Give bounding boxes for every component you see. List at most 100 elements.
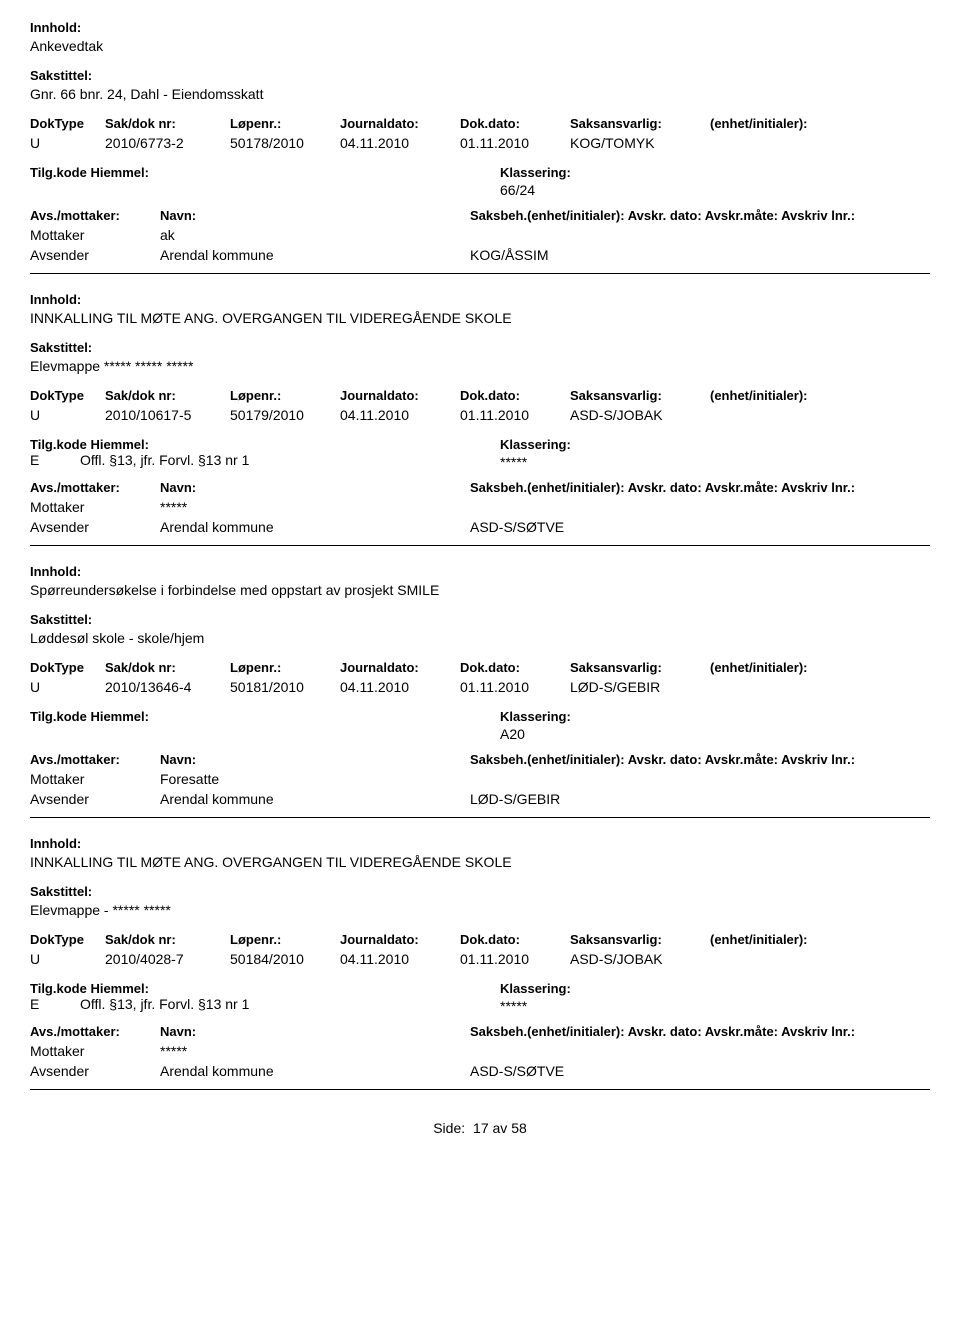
jdato-value: 04.11.2010 — [340, 951, 460, 967]
record-divider — [30, 817, 930, 818]
footer-av-label: av — [493, 1120, 508, 1136]
avsender-saksbeh: KOG/ÅSSIM — [470, 247, 930, 263]
klassering-value: 66/24 — [500, 182, 571, 198]
saksbeh-label: Saksbeh.(enhet/initialer): Avskr. dato: … — [470, 1024, 930, 1039]
mottaker-saksbeh — [470, 771, 930, 787]
hjemmel-block: Tilg.kode Hiemmel:EOffl. §13, jfr. Forvl… — [30, 437, 500, 470]
lopenr-value: 50178/2010 — [230, 135, 340, 151]
hjemmel-label: Hiemmel: — [90, 981, 149, 996]
hjemmel-block: Tilg.kode Hiemmel: — [30, 709, 500, 742]
navn-label: Navn: — [160, 208, 470, 223]
mottaker-navn: Foresatte — [160, 771, 470, 787]
klassering-block: Klassering: ***** — [500, 437, 571, 470]
avsender-label: Avsender — [30, 1063, 160, 1079]
col-dokdato-header: Dok.dato: — [460, 388, 570, 403]
klassering-label: Klassering: — [500, 437, 571, 452]
sakstittel-value: Gnr. 66 bnr. 24, Dahl - Eiendomsskatt — [30, 86, 930, 102]
innhold-value: INNKALLING TIL MØTE ANG. OVERGANGEN TIL … — [30, 854, 930, 870]
klassering-label: Klassering: — [500, 165, 571, 180]
saknr-value: 2010/13646-4 — [105, 679, 230, 695]
avsender-row: AvsenderArendal kommuneASD-S/SØTVE — [30, 1063, 930, 1079]
doktype-value: U — [30, 679, 105, 695]
col-enhet-header: (enhet/initialer): — [710, 660, 870, 675]
innhold-label: Innhold: — [30, 292, 930, 307]
doktype-value: U — [30, 407, 105, 423]
col-jdato-header: Journaldato: — [340, 932, 460, 947]
hjemmel-klassering-row: Tilg.kode Hiemmel:Klassering:A20 — [30, 709, 930, 742]
lopenr-value: 50181/2010 — [230, 679, 340, 695]
innhold-label: Innhold: — [30, 20, 930, 35]
party-header-row: Avs./mottaker:Navn:Saksbeh.(enhet/initia… — [30, 1024, 930, 1039]
journal-record: Innhold: Spørreundersøkelse i forbindelse… — [30, 564, 930, 818]
hjemmel-klassering-row: Tilg.kode Hiemmel:EOffl. §13, jfr. Forvl… — [30, 981, 930, 1014]
col-dokdato-header: Dok.dato: — [460, 932, 570, 947]
column-header-row: DokTypeSak/dok nr:Løpenr.:Journaldato:Do… — [30, 116, 930, 131]
col-jdato-header: Journaldato: — [340, 388, 460, 403]
saksansv-value: ASD-S/JOBAK — [570, 951, 710, 967]
hjemmel-label: Hiemmel: — [90, 165, 149, 180]
col-jdato-header: Journaldato: — [340, 660, 460, 675]
doktype-value: U — [30, 135, 105, 151]
col-enhet-header: (enhet/initialer): — [710, 116, 870, 131]
party-header-row: Avs./mottaker:Navn:Saksbeh.(enhet/initia… — [30, 480, 930, 495]
avsender-saksbeh: LØD-S/GEBIR — [470, 791, 930, 807]
tilgkode-value: E — [30, 452, 80, 468]
mottaker-saksbeh — [470, 499, 930, 515]
sakstittel-label: Sakstittel: — [30, 612, 930, 627]
col-doktype-header: DokType — [30, 932, 105, 947]
column-header-row: DokTypeSak/dok nr:Løpenr.:Journaldato:Do… — [30, 388, 930, 403]
navn-label: Navn: — [160, 1024, 470, 1039]
col-saknr-header: Sak/dok nr: — [105, 388, 230, 403]
saksansv-value: ASD-S/JOBAK — [570, 407, 710, 423]
col-doktype-header: DokType — [30, 116, 105, 131]
mottaker-label: Mottaker — [30, 771, 160, 787]
col-dokdato-header: Dok.dato: — [460, 116, 570, 131]
record-divider — [30, 273, 930, 274]
mottaker-saksbeh — [470, 1043, 930, 1059]
sakstittel-value: Elevmappe - ***** ***** — [30, 902, 930, 918]
col-lopenr-header: Løpenr.: — [230, 116, 340, 131]
journal-record: Innhold:INNKALLING TIL MØTE ANG. OVERGAN… — [30, 292, 930, 546]
hjemmel-klassering-row: Tilg.kode Hiemmel: Klassering: 66/24 — [30, 165, 930, 198]
journal-record: Innhold:AnkevedtakSakstittel:Gnr. 66 bnr… — [30, 20, 930, 274]
record-divider — [30, 1089, 930, 1090]
col-doktype-header: DokType — [30, 660, 105, 675]
innhold-value: Spørreundersøkelse i forbindelse med opp… — [30, 582, 930, 598]
avsender-label: Avsender — [30, 519, 160, 535]
sakstittel-value: Elevmappe ***** ***** ***** — [30, 358, 930, 374]
klassering-block: Klassering: 66/24 — [500, 165, 571, 198]
klassering-label: Klassering: — [500, 981, 571, 996]
mottaker-label: Mottaker — [30, 227, 160, 243]
col-saksansv-header: Saksansvarlig: — [570, 116, 710, 131]
page-footer: Side: 17 av 58 — [30, 1120, 930, 1136]
klassering-value: ***** — [500, 454, 571, 470]
avsender-saksbeh: ASD-S/SØTVE — [470, 519, 930, 535]
dokdato-value: 01.11.2010 — [460, 135, 570, 151]
avsender-navn: Arendal kommune — [160, 247, 470, 263]
col-enhet-header: (enhet/initialer): — [710, 932, 870, 947]
navn-label: Navn: — [160, 752, 470, 767]
avsmottaker-label: Avs./mottaker: — [30, 208, 160, 223]
klassering-block: Klassering:***** — [500, 981, 571, 1014]
avsmottaker-label: Avs./mottaker: — [30, 752, 160, 767]
sakstittel-label: Sakstittel: — [30, 884, 930, 899]
hjemmel-value: Offl. §13, jfr. Forvl. §13 nr 1 — [80, 452, 249, 468]
footer-page-total: 58 — [511, 1120, 527, 1136]
enhet-value — [710, 135, 870, 151]
mottaker-row: Mottakerak — [30, 227, 930, 243]
innhold-label: Innhold: — [30, 564, 930, 579]
jdato-value: 04.11.2010 — [340, 135, 460, 151]
mottaker-row: Mottaker***** — [30, 499, 930, 515]
avsender-navn: Arendal kommune — [160, 791, 470, 807]
sakstittel-label: Sakstittel: — [30, 68, 930, 83]
avsender-saksbeh: ASD-S/SØTVE — [470, 1063, 930, 1079]
col-lopenr-header: Løpenr.: — [230, 932, 340, 947]
hjemmel-label: Hiemmel: — [90, 437, 149, 452]
col-saknr-header: Sak/dok nr: — [105, 932, 230, 947]
saksbeh-label: Saksbeh.(enhet/initialer): Avskr. dato: … — [470, 208, 930, 223]
col-lopenr-header: Løpenr.: — [230, 388, 340, 403]
saksbeh-label: Saksbeh.(enhet/initialer): Avskr. dato: … — [470, 480, 930, 495]
tilgkode-label: Tilg.kode — [30, 165, 90, 180]
mottaker-navn: ak — [160, 227, 470, 243]
col-lopenr-header: Løpenr.: — [230, 660, 340, 675]
